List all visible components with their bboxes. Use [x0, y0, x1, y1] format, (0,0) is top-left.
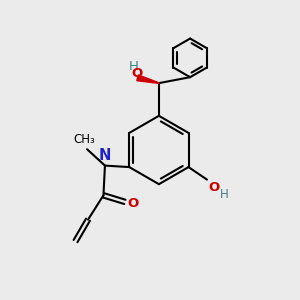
- Text: N: N: [99, 148, 111, 163]
- Polygon shape: [137, 75, 159, 83]
- Text: H: H: [220, 188, 229, 201]
- Text: O: O: [128, 197, 139, 210]
- Text: H: H: [129, 60, 139, 73]
- Text: O: O: [208, 181, 220, 194]
- Text: CH₃: CH₃: [73, 133, 95, 146]
- Text: O: O: [131, 68, 142, 80]
